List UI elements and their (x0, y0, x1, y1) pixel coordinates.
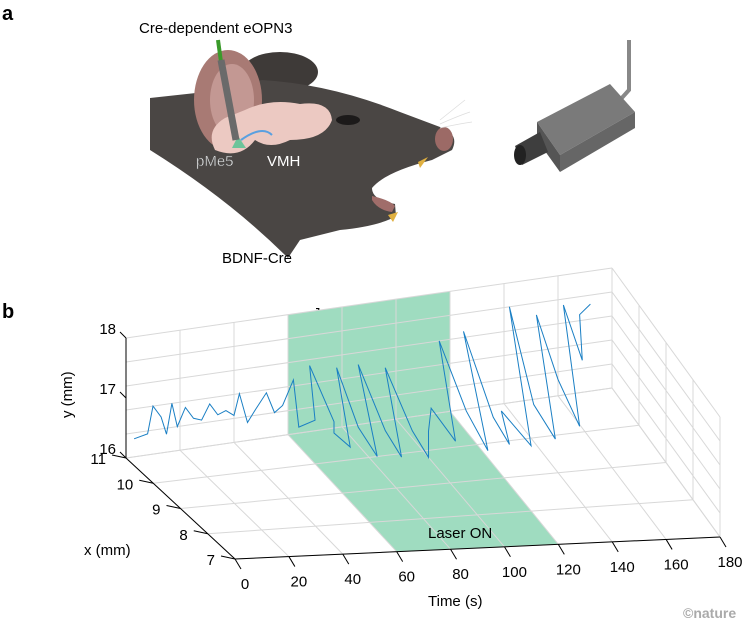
x-tick (139, 479, 154, 484)
mouse-tongue (372, 196, 395, 212)
optic-fiber-light (216, 39, 223, 63)
time-tick-label: 80 (452, 566, 469, 583)
back-wall-gridline (125, 339, 613, 411)
y-tick (119, 391, 127, 399)
nature-credit: ©nature (683, 605, 736, 621)
y-tick-label: 16 (99, 441, 116, 458)
time-axis-line (234, 536, 721, 560)
x-tick-label: 9 (152, 502, 160, 519)
projection-path (240, 130, 273, 141)
time-tick-label: 140 (610, 559, 635, 576)
time-tick-label: 60 (398, 569, 415, 586)
mouse-line-label: BDNF-Cre (222, 250, 292, 267)
back-wall-gridline (125, 315, 613, 387)
time-tick (719, 536, 727, 548)
camera-body-front (537, 122, 560, 172)
time-axis-label: Time (s) (428, 593, 482, 610)
x-tick (166, 505, 181, 509)
injection-label: Cre-dependent eOPN3 (139, 20, 292, 37)
back-wall-gridline (125, 363, 613, 435)
camera-body-side (560, 112, 635, 172)
y-tick (119, 331, 127, 339)
whiskers (439, 99, 473, 129)
y-axis-label: y (mm) (59, 371, 76, 418)
x-tick (193, 530, 208, 535)
time-tick (396, 551, 404, 562)
time-tick (665, 539, 673, 550)
camera-illustration (514, 40, 635, 172)
y-tick-label: 18 (99, 321, 116, 338)
time-tick (504, 546, 511, 558)
region-label-vmh: VMH (267, 153, 300, 170)
time-tick (611, 541, 619, 553)
mouse-nose (435, 127, 453, 151)
camera-lens-glass (514, 145, 526, 165)
time-tick-label: 160 (664, 556, 689, 573)
time-tick-label: 20 (291, 574, 308, 591)
mouse-lower-tooth (388, 212, 398, 222)
time-tick (557, 544, 565, 555)
back-wall-gridline (125, 291, 613, 363)
optic-fiber (217, 59, 240, 141)
time-tick (288, 556, 296, 567)
time-tick-label: 100 (502, 564, 527, 581)
laser-label: Laser ON (428, 525, 492, 542)
floor-gridline (207, 499, 694, 535)
laser-region-floor (288, 411, 559, 552)
time-tick (450, 548, 457, 560)
x-tick-label: 7 (207, 552, 215, 569)
floor-gridline (153, 424, 640, 484)
time-tick (234, 558, 242, 570)
floor-gridline (180, 462, 667, 509)
mouse-upper-tooth (418, 157, 428, 168)
time-tick-label: 40 (344, 571, 361, 588)
x-tick-label: 10 (117, 476, 134, 493)
time-tick (342, 553, 350, 565)
time-tick-label: 120 (556, 561, 581, 578)
x-tick (111, 454, 127, 459)
panel-a-letter: a (2, 3, 14, 25)
x-tick-label: 11 (90, 451, 106, 468)
injection-site (232, 136, 246, 148)
mouse-illustration (150, 39, 473, 258)
camera-body-top (537, 84, 635, 155)
x-axis-label: x (mm) (84, 542, 131, 559)
x-tick (220, 555, 236, 560)
region-label-pme5: pMe5 (196, 153, 234, 170)
camera-mount (618, 40, 631, 102)
time-tick-label: 180 (717, 554, 742, 571)
y-tick-label: 17 (99, 381, 116, 398)
floor-gridline (125, 387, 613, 459)
time-tick-label: 0 (241, 576, 249, 593)
mouse-eye (336, 115, 360, 125)
y-tick (119, 451, 127, 459)
back-wall-gridline (125, 267, 613, 339)
x-tick-label: 8 (179, 527, 187, 544)
panel-b-letter: b (2, 301, 14, 323)
jaw-trajectory-line (133, 303, 591, 460)
laser-region-back-wall (288, 291, 450, 435)
